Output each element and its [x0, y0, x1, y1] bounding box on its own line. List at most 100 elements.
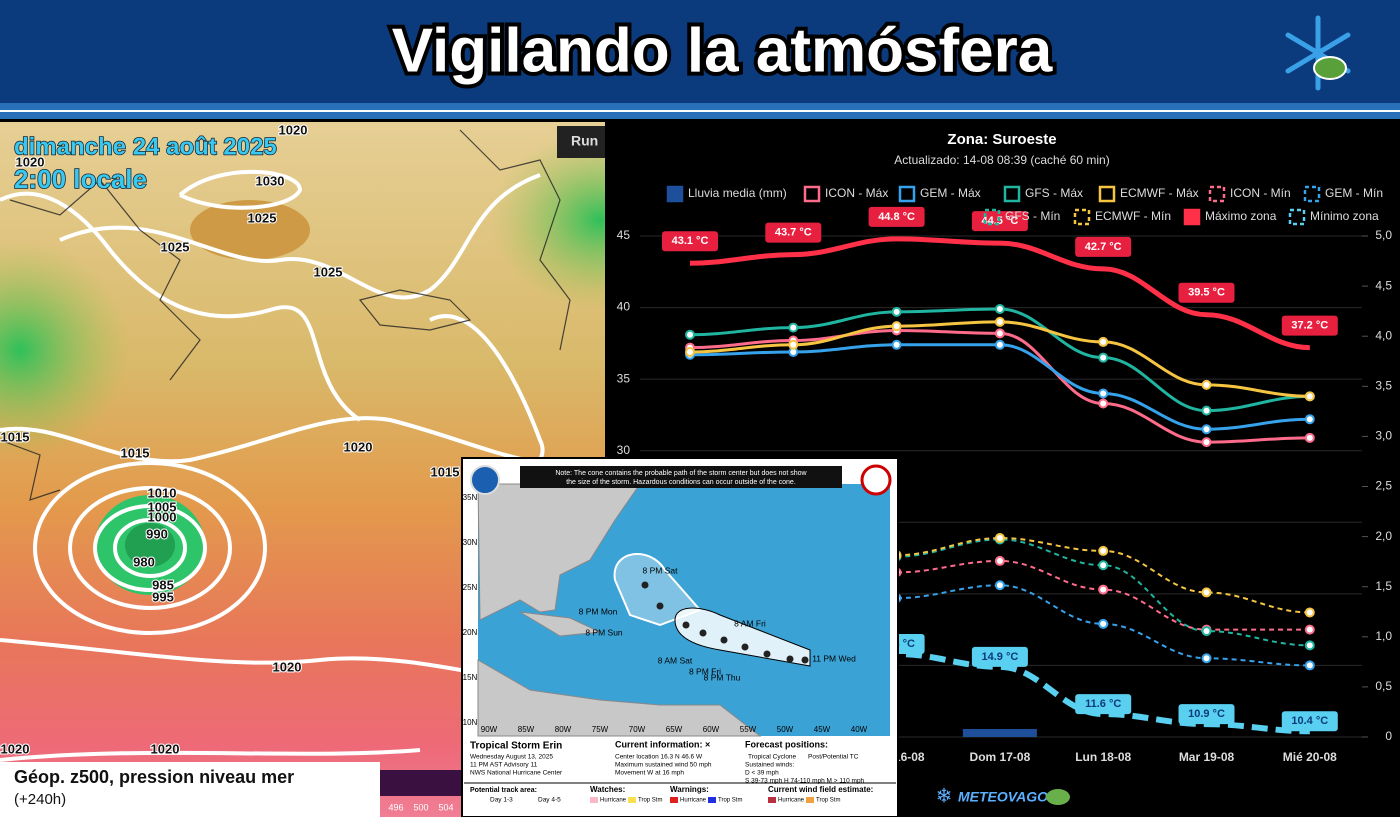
legend-label: GFS - Máx [1025, 186, 1083, 200]
point [685, 346, 695, 357]
point [1201, 405, 1212, 416]
note-line: Note: The cone contains the probable pat… [555, 470, 807, 477]
isobar-label: 1015 [1, 429, 30, 444]
value-label: 44.8 °C [878, 211, 915, 223]
point [685, 329, 695, 340]
inset-text: Potential track area: [470, 787, 537, 794]
point [1098, 352, 1109, 363]
lon-label: 80W [555, 725, 572, 734]
point [1201, 437, 1212, 448]
legend-swatch [983, 208, 1001, 226]
note-bg [520, 466, 842, 488]
y-tick-label: 35 [617, 371, 631, 385]
header-title: Vigilando la atmósfera [392, 16, 1053, 85]
kind-swatch [670, 797, 678, 803]
scale-label: 504 [438, 802, 453, 812]
inset-text: Wednesday August 13, 2025 [470, 754, 553, 761]
lon-label: 75W [592, 725, 609, 734]
lon-label: 45W [814, 725, 831, 734]
y2-tick-label: 2,5 [1375, 479, 1392, 493]
isobar-label: 1025 [161, 239, 190, 254]
legend-label: Máximo zona [1205, 209, 1277, 223]
inset-note: Note: The cone contains the probable pat… [555, 470, 807, 486]
value-label: 14.9 °C [981, 651, 1018, 663]
point [891, 321, 902, 332]
value-label: 37.2 °C [1291, 320, 1328, 332]
legend-swatch [898, 185, 916, 203]
value-label: 43.7 °C [775, 227, 812, 239]
track-label: 8 AM Fri [734, 618, 766, 628]
x-tick-label: Dom 17-08 [970, 750, 1031, 764]
point [1304, 432, 1315, 443]
cone-day13 [674, 607, 811, 667]
isobar-label: 995 [152, 589, 174, 604]
value-label-bg [971, 646, 1028, 667]
caption-bg [0, 762, 380, 817]
isobar-label: 1005 [148, 499, 177, 514]
track-label: 8 AM Sat [658, 655, 693, 665]
inset-text: Trop Stm [638, 798, 662, 804]
inset-text: Day 1-3 [490, 797, 513, 804]
legend-swatch [1303, 185, 1321, 203]
point [1201, 587, 1212, 598]
isobar-label: 1010 [148, 485, 177, 500]
isobar-label: 1015 [121, 445, 150, 460]
track-point [801, 656, 809, 664]
map-subcaption: (+240h) [14, 791, 66, 808]
value-label-bg [765, 222, 822, 243]
value-label-bg [1281, 315, 1338, 336]
lat-label: 35N [463, 493, 478, 502]
point [1098, 398, 1109, 409]
point [1201, 424, 1212, 435]
isobar-label: 980 [133, 554, 155, 569]
point [994, 533, 1005, 544]
x-tick-label: Lun 18-08 [1075, 750, 1131, 764]
kind-swatch [806, 797, 814, 803]
nws-logo [860, 464, 892, 496]
y2-tick-label: 5,0 [1375, 228, 1392, 242]
map-panel: dimanche 24 août 2025 2:00 locale Run Géop.… [0, 122, 605, 817]
lon-label: 70W [629, 725, 646, 734]
isobar-label: 1020 [273, 659, 302, 674]
value-label-bg [1281, 711, 1338, 732]
legend-swatch [666, 185, 684, 203]
legend-swatch [1288, 208, 1306, 226]
isobar-label: 990 [146, 526, 168, 541]
map-date: dimanche 24 août 2025 [14, 133, 277, 160]
legend-label: GFS - Mín [1005, 209, 1060, 223]
inset-text: Movement W at 16 mph [615, 770, 684, 777]
isobar-label: 1020 [279, 122, 308, 137]
legend-label: ICON - Máx [825, 186, 888, 200]
point [1201, 379, 1212, 390]
track-point [641, 581, 649, 589]
value-label-bg [1178, 704, 1235, 725]
inset-text: 11 PM AST Advisory 11 [470, 762, 538, 769]
note-line: the size of the storm. Hazardous conditi… [566, 479, 796, 486]
y2-tick-label: 4,5 [1375, 278, 1392, 292]
kind-swatch [628, 797, 636, 803]
point [1304, 391, 1315, 402]
inset-text: Forecast positions: [745, 739, 828, 749]
lon-label: 40W [851, 725, 868, 734]
track-label: 8 PM Sat [643, 565, 679, 575]
point [891, 306, 902, 317]
map-caption: Géop. z500, pression niveau mer [14, 767, 294, 787]
track-point [656, 602, 664, 610]
point [788, 322, 799, 333]
x-tick-label: Mar 19-08 [1179, 750, 1235, 764]
value-label: 39.5 °C [1188, 287, 1225, 299]
y2-tick-label: 1,5 [1375, 579, 1392, 593]
value-label-bg [1075, 236, 1132, 257]
lon-label: 90W [481, 725, 498, 734]
land [519, 611, 602, 637]
inset-text: D < 39 mph [745, 770, 779, 777]
legend-label: ECMWF - Mín [1095, 209, 1171, 223]
value-label: 10.9 °C [1188, 708, 1225, 720]
point [1304, 660, 1315, 671]
zone-line [689, 236, 1310, 351]
lon-label: 55W [740, 725, 757, 734]
point [994, 580, 1005, 591]
lat-label: 10N [463, 718, 478, 727]
point [1098, 560, 1109, 571]
